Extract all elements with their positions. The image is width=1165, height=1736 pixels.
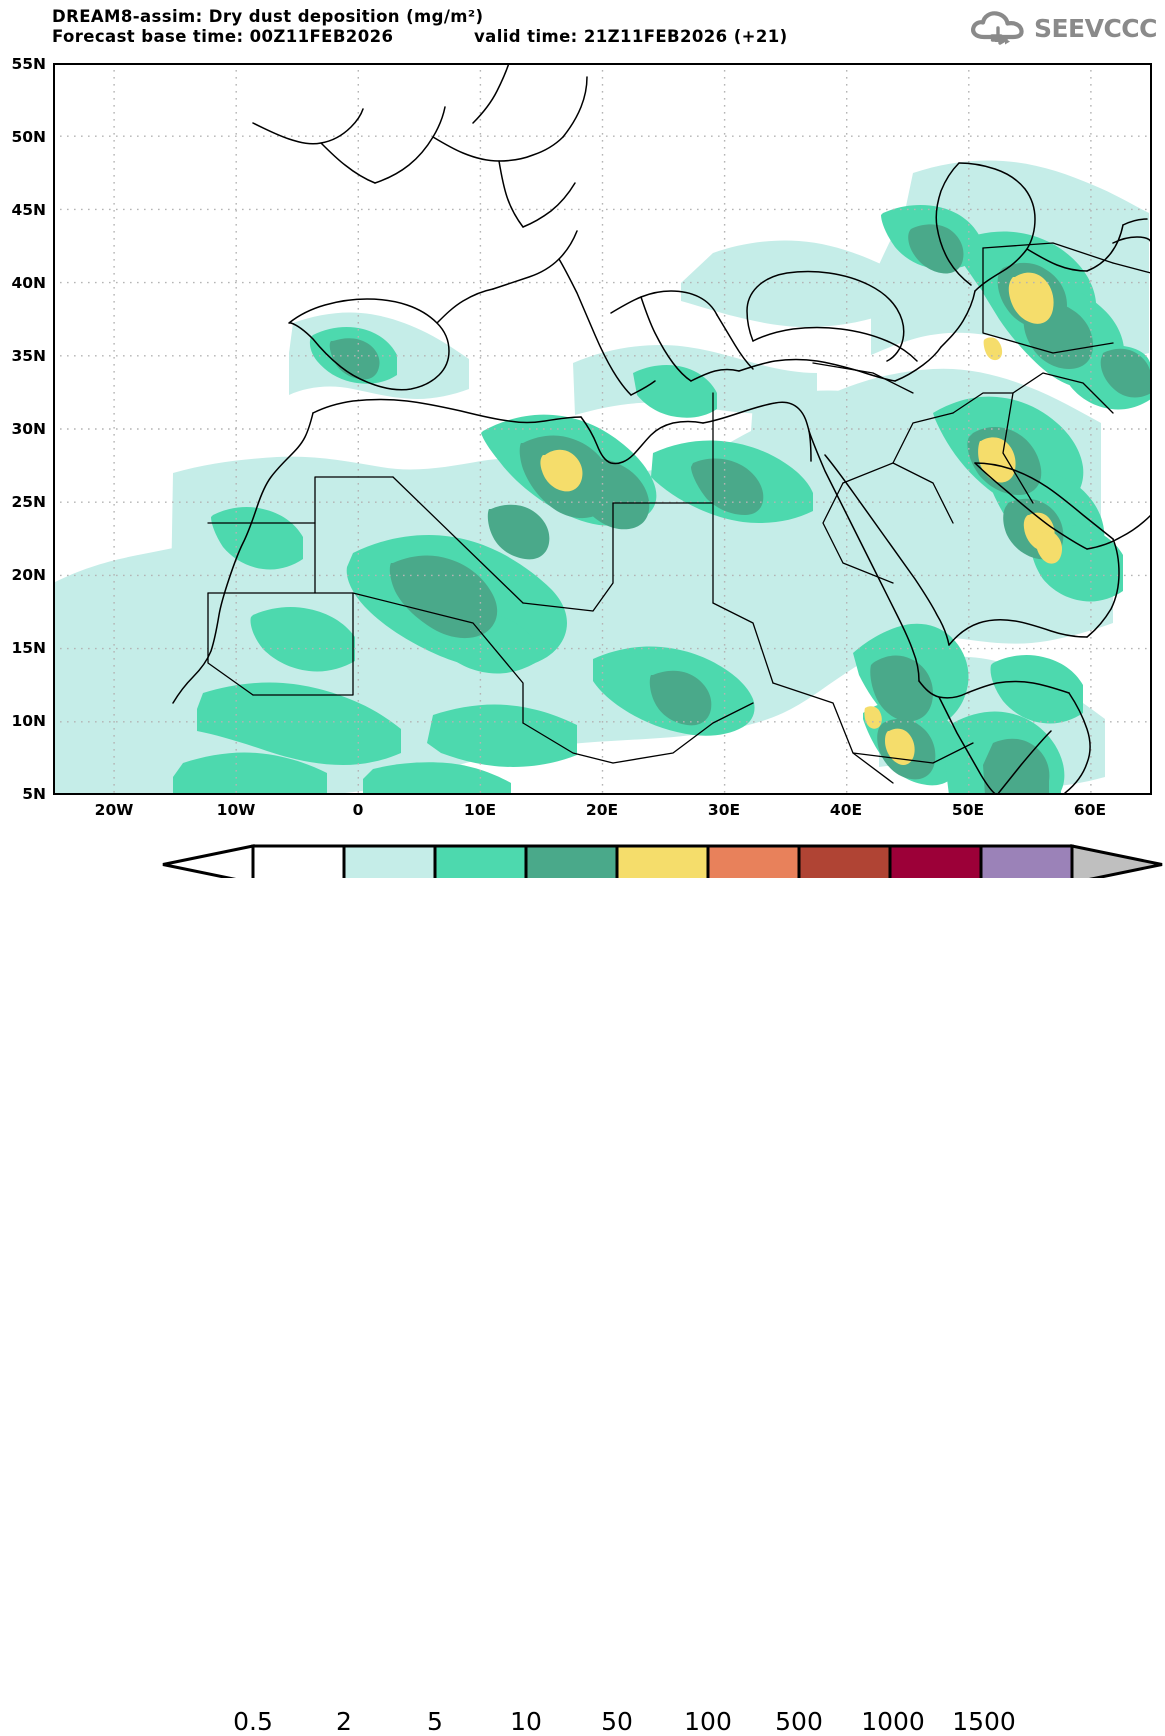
colorbar-band-over[interactable] [1070, 844, 1163, 878]
colorbar-band-1000[interactable] [888, 844, 983, 878]
forecast-map[interactable] [53, 63, 1152, 795]
xtick-30e: 30E [707, 801, 741, 819]
ytick-40n: 40N [11, 274, 46, 292]
cloud-icon [970, 11, 1024, 45]
xtick-20w: 20W [94, 801, 134, 819]
forecast-base-time-label: Forecast base time: 00Z11FEB2026 [52, 27, 394, 46]
ytick-35n: 35N [11, 347, 46, 365]
ytick-25n: 25N [11, 493, 46, 511]
colorbar-swatches[interactable] [0, 838, 1165, 878]
colorbar-band-2[interactable] [342, 844, 437, 878]
valid-time-label: valid time: 21Z11FEB2026 (+21) [474, 27, 788, 46]
xtick-0: 0 [352, 801, 364, 819]
xtick-10e: 10E [463, 801, 497, 819]
colorbar-band-5[interactable] [433, 844, 528, 878]
header: DREAM8-assim: Dry dust deposition (mg/m²… [0, 0, 1165, 58]
map-gridlines [53, 63, 1152, 795]
colorbar-label-500: 500 [775, 1707, 823, 1736]
colorbar[interactable]: 0.5 2 5 10 50 100 500 1000 1500 [0, 838, 1165, 1736]
dust-field-level-10 [540, 272, 1063, 766]
xtick-50e: 50E [951, 801, 985, 819]
colorbar-band-50[interactable] [615, 844, 710, 878]
xtick-10w: 10W [216, 801, 256, 819]
ytick-30n: 30N [11, 420, 46, 438]
colorbar-band-under[interactable] [162, 844, 255, 878]
xtick-40e: 40E [829, 801, 863, 819]
logo-text: SEEVCCC [1033, 13, 1158, 43]
ytick-50n: 50N [11, 128, 46, 146]
colorbar-label-50: 50 [601, 1707, 633, 1736]
map-coastlines [172, 63, 1152, 795]
ytick-15n: 15N [11, 639, 46, 657]
colorbar-band-100[interactable] [706, 844, 801, 878]
ytick-5n: 5N [22, 785, 46, 803]
ytick-55n: 55N [11, 55, 46, 73]
xtick-20e: 20E [585, 801, 619, 819]
colorbar-band-1500[interactable] [979, 844, 1074, 878]
colorbar-label-1000: 1000 [861, 1707, 925, 1736]
colorbar-label-2: 2 [336, 1707, 352, 1736]
ytick-45n: 45N [11, 201, 46, 219]
xtick-60e: 60E [1073, 801, 1107, 819]
colorbar-band-500[interactable] [797, 844, 892, 878]
dust-field-level-5 [329, 224, 1151, 795]
map-canvas[interactable] [53, 63, 1152, 795]
colorbar-band-0p5[interactable] [251, 844, 346, 878]
colorbar-label-10: 10 [510, 1707, 542, 1736]
colorbar-label-0p5: 0.5 [233, 1707, 273, 1736]
colorbar-label-100: 100 [684, 1707, 732, 1736]
page-title: DREAM8-assim: Dry dust deposition (mg/m²… [52, 7, 484, 26]
colorbar-label-1500: 1500 [952, 1707, 1016, 1736]
colorbar-band-10[interactable] [524, 844, 619, 878]
ytick-20n: 20N [11, 566, 46, 584]
seevccc-logo: SEEVCCC [970, 8, 1158, 48]
ytick-10n: 10N [11, 712, 46, 730]
colorbar-label-5: 5 [427, 1707, 443, 1736]
